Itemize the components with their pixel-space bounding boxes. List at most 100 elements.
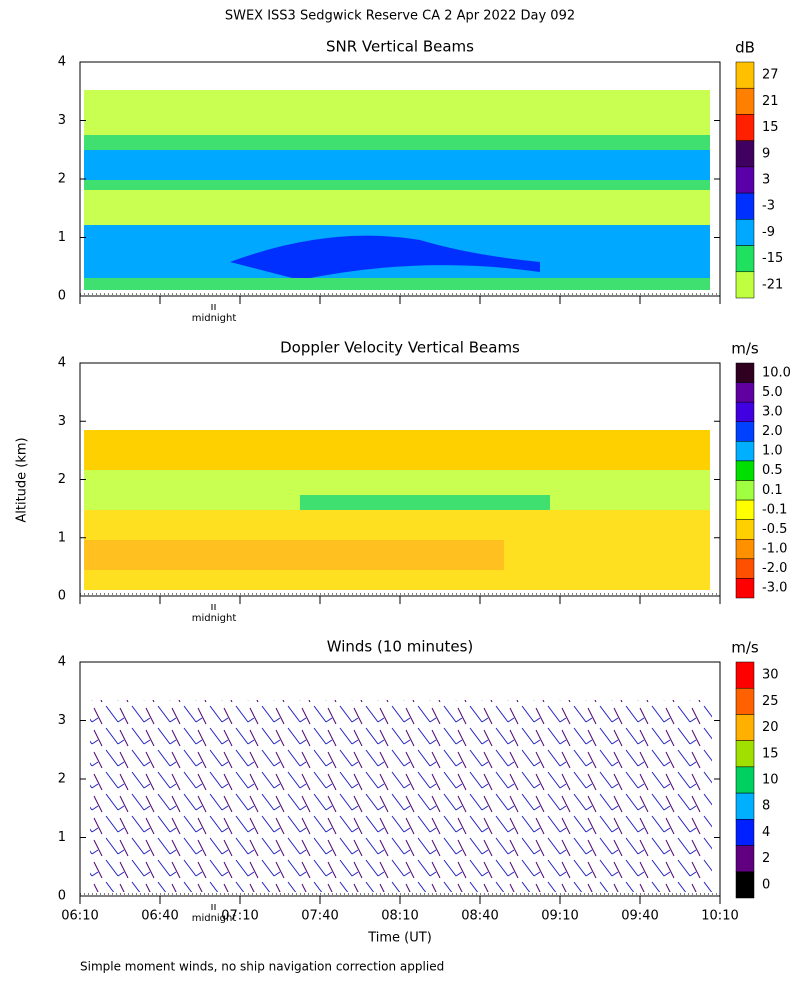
colorbar-segment [735, 245, 755, 273]
x-tick-label: 07:40 [301, 909, 338, 924]
y-tick-label: 2 [58, 172, 66, 187]
colorbar-unit: m/s [731, 340, 759, 358]
colorbar-segment [735, 480, 755, 501]
colorbar-segment [735, 766, 755, 794]
colorbar-segment [735, 192, 755, 220]
colorbar-segment [735, 219, 755, 246]
y-tick-label: 4 [58, 655, 66, 670]
y-tick-label: 3 [58, 414, 66, 429]
x-tick-label: 09:10 [541, 909, 578, 924]
y-tick-label: 3 [58, 713, 66, 728]
colorbar-segment [735, 166, 755, 194]
colorbar-segment [735, 382, 755, 403]
colorbar-label: 0.5 [762, 463, 783, 478]
colorbar-label: 30 [762, 668, 779, 683]
colorbar-label: -9 [762, 225, 775, 240]
colorbar-segment [735, 687, 755, 715]
snr-field [84, 90, 710, 290]
colorbar-segment [735, 558, 755, 579]
colorbar-segment [735, 819, 755, 846]
y-tick-label: 0 [58, 889, 66, 904]
x-tick-label: 06:40 [141, 909, 178, 924]
colorbar-label: 5.0 [762, 385, 783, 400]
colorbar-label: 15 [762, 746, 779, 761]
colorbar-segment [735, 539, 755, 560]
y-tick-label: 3 [58, 113, 66, 128]
colorbar-label: 0 [762, 877, 770, 892]
y-tick-label: 2 [58, 772, 66, 787]
y-tick-label: 4 [58, 55, 66, 70]
colorbar-label: -21 [762, 277, 783, 292]
x-tick-label: 06:10 [61, 909, 98, 924]
colorbar-label: 3.0 [762, 404, 783, 419]
colorbar-label: 2 [762, 851, 770, 866]
colorbar-label: 1.0 [762, 444, 783, 459]
colorbar-segment [735, 845, 755, 873]
colorbar-label: 10.0 [762, 365, 791, 380]
colorbar-unit: dB [735, 39, 755, 57]
y-tick-label: 4 [58, 356, 66, 371]
midnight-label: midnight [192, 313, 237, 324]
colorbar-unit: m/s [731, 639, 759, 657]
colorbar-segment [735, 460, 755, 481]
colorbar-segment [735, 441, 755, 462]
figure-title: SWEX ISS3 Sedgwick Reserve CA 2 Apr 2022… [225, 9, 575, 24]
colorbar-segment [735, 114, 755, 141]
colorbar-label: -3 [762, 199, 775, 214]
x-tick-label: 08:40 [461, 909, 498, 924]
y-tick-label: 1 [58, 230, 66, 245]
midnight-label: midnight [192, 913, 237, 924]
footnote: Simple moment winds, no ship navigation … [80, 960, 444, 974]
colorbar-segment [735, 499, 755, 520]
colorbar-segment [735, 714, 755, 741]
colorbar-label: 25 [762, 694, 779, 709]
colorbar-label: 15 [762, 120, 779, 135]
colorbar-segment [735, 271, 755, 299]
x-tick-label: 10:10 [701, 909, 738, 924]
colorbar-segment [735, 792, 755, 820]
colorbar-label: 27 [762, 68, 779, 83]
velocity-field [84, 430, 710, 590]
colorbar-segment [735, 61, 755, 89]
y-tick-label: 0 [58, 289, 66, 304]
colorbar-label: 4 [762, 825, 770, 840]
colorbar-label: -1.0 [762, 542, 787, 557]
y-tick-label: 0 [58, 589, 66, 604]
colorbar-segment [735, 871, 755, 899]
colorbar-label: 3 [762, 173, 770, 188]
colorbar-label: 9 [762, 146, 770, 161]
x-axis-label: Time (UT) [367, 931, 432, 946]
midnight-label: midnight [192, 613, 237, 624]
colorbar-label: 21 [762, 94, 779, 109]
colorbar-segment [735, 362, 755, 383]
colorbar-segment [735, 661, 755, 689]
colorbar-segment [735, 519, 755, 540]
colorbar-label: -0.5 [762, 522, 787, 537]
colorbar-segment [735, 401, 755, 422]
panel-title: Doppler Velocity Vertical Beams [280, 339, 520, 357]
y-tick-label: 1 [58, 830, 66, 845]
colorbar-label: 8 [762, 799, 770, 814]
colorbar-label: 0.1 [762, 483, 783, 498]
colorbar-label: 2.0 [762, 424, 783, 439]
colorbar-segment [735, 421, 755, 442]
colorbar-segment [735, 140, 755, 168]
y-tick-label: 1 [58, 530, 66, 545]
colorbar-segment [735, 87, 755, 115]
panel-title: SNR Vertical Beams [326, 38, 474, 56]
colorbar-segment [735, 740, 755, 768]
x-tick-label: 07:10 [221, 909, 258, 924]
x-tick-label: 08:10 [381, 909, 418, 924]
x-tick-label: 09:40 [621, 909, 658, 924]
wind-barbs [90, 700, 712, 892]
y-axis-label: Altitude (km) [15, 437, 30, 522]
panel-title: Winds (10 minutes) [327, 638, 474, 656]
colorbar-segment [735, 578, 755, 599]
colorbar-label: 10 [762, 773, 779, 788]
colorbar-label: 20 [762, 720, 779, 735]
y-tick-label: 2 [58, 472, 66, 487]
colorbar-label: -3.0 [762, 581, 787, 596]
colorbar-label: -2.0 [762, 561, 787, 576]
